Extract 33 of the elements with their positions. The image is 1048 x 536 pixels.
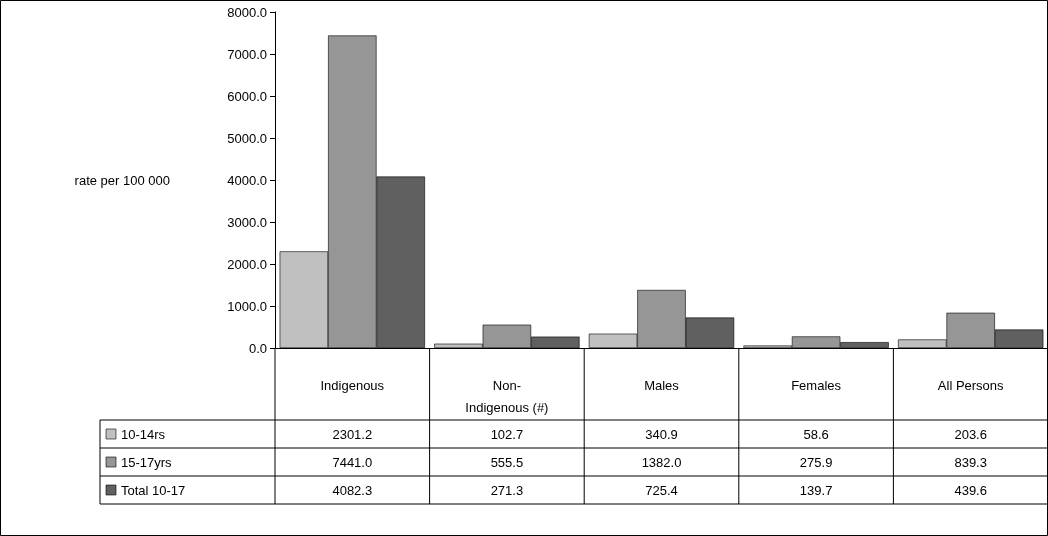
data-label: 102.7 bbox=[490, 426, 524, 442]
y-tick-label: 3000.0 bbox=[227, 214, 267, 230]
x-tick-label: Indigenous bbox=[320, 377, 385, 393]
y-tick-label: 0.0 bbox=[248, 340, 267, 356]
x-tick-label: Males bbox=[644, 377, 680, 393]
data-label: 555.5 bbox=[490, 454, 524, 470]
legend-label: Total 10-17 bbox=[121, 482, 186, 498]
data-label: 839.3 bbox=[954, 454, 987, 470]
y-tick-label: 1000.0 bbox=[227, 298, 267, 314]
data-label: 725.4 bbox=[645, 482, 678, 498]
y-tick-label: 8000.0 bbox=[227, 4, 267, 20]
legend-label: 15-17yrs bbox=[121, 454, 173, 470]
data-label: 271.3 bbox=[490, 482, 524, 498]
data-label: 275.9 bbox=[799, 454, 833, 470]
data-label: 4082.3 bbox=[332, 482, 373, 498]
legend-label: 10-14rs bbox=[121, 426, 166, 442]
data-label: 439.6 bbox=[954, 482, 987, 498]
data-label: 203.6 bbox=[954, 426, 987, 442]
data-label: 7441.0 bbox=[332, 454, 373, 470]
data-label: 2301.2 bbox=[332, 426, 373, 442]
y-tick-label: 4000.0 bbox=[227, 172, 267, 188]
data-label: 139.7 bbox=[799, 482, 833, 498]
y-tick-label: 5000.0 bbox=[227, 130, 267, 146]
x-tick-label: All Persons bbox=[937, 377, 1005, 393]
y-tick-label: 6000.0 bbox=[227, 88, 267, 104]
y-tick-label: 2000.0 bbox=[227, 256, 267, 272]
x-tick-label: Non-Indigenous (#) bbox=[465, 377, 549, 415]
y-tick-label: 7000.0 bbox=[227, 46, 267, 62]
data-label: 340.9 bbox=[645, 426, 678, 442]
data-label: 1382.0 bbox=[641, 454, 682, 470]
y-axis-title: rate per 100 000 bbox=[74, 172, 170, 188]
data-label: 58.6 bbox=[803, 426, 829, 442]
x-tick-label: Females bbox=[791, 377, 842, 393]
